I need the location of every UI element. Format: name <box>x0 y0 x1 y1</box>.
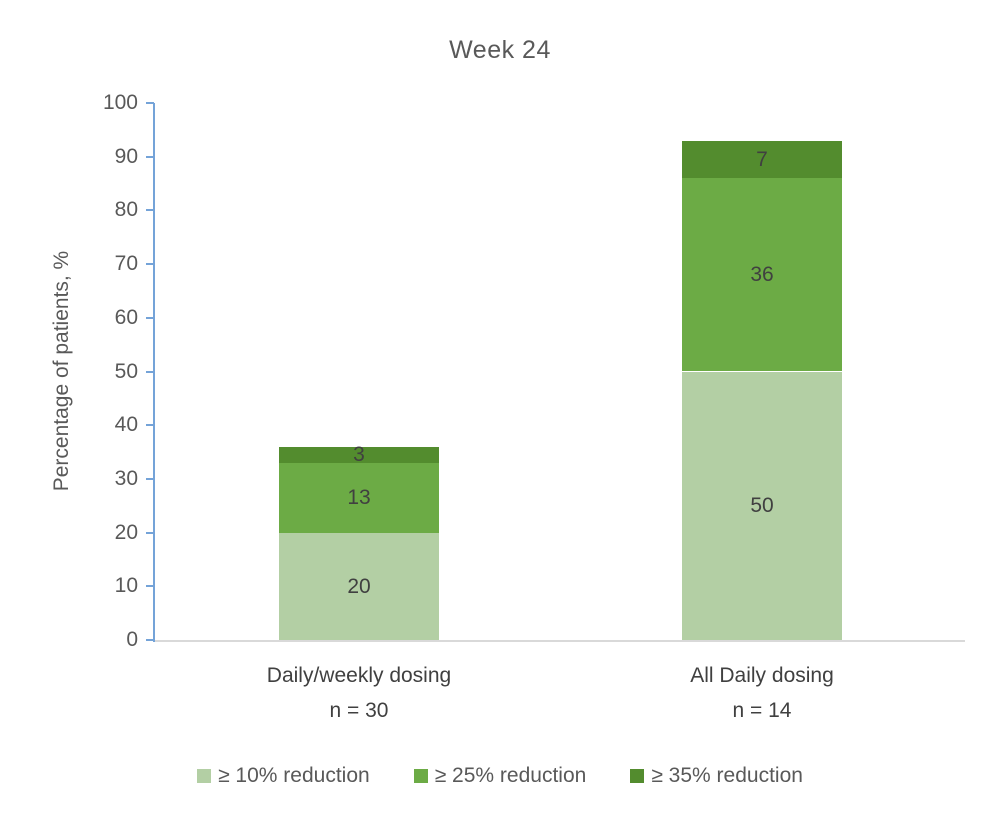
y-tick-mark <box>146 585 154 588</box>
bar-segment: 13 <box>279 462 439 533</box>
bar-segment: 36 <box>682 178 842 372</box>
y-tick-mark <box>146 639 154 641</box>
legend-item: ≥ 35% reduction <box>630 764 803 788</box>
y-tick-mark <box>146 102 154 104</box>
category-label: All Daily dosing <box>690 664 834 687</box>
bar-data-label: 7 <box>756 147 768 171</box>
legend-item: ≥ 25% reduction <box>413 764 587 788</box>
legend: ≥ 10% reduction ≥ 25% reduction ≥ 35% redu… <box>0 764 1000 788</box>
y-tick-label: 0 <box>126 628 138 651</box>
y-tick-label: 90 <box>114 144 138 168</box>
bar-segment: 3 <box>279 443 439 467</box>
bar-data-label: 3 <box>353 443 365 467</box>
y-tick-mark <box>146 531 154 534</box>
legend-label: ≥ 10% reduction <box>218 764 370 787</box>
bar-data-label: 36 <box>750 263 774 287</box>
y-tick-label: 100 <box>102 91 138 114</box>
bar-data-label: 50 <box>750 494 774 518</box>
y-tick-mark <box>146 316 154 319</box>
bar-data-label: 13 <box>347 486 371 510</box>
legend-swatch-icon <box>197 769 212 783</box>
legend-item: ≥ 10% reduction <box>197 764 370 788</box>
y-tick-mark <box>146 155 154 158</box>
category-sublabel: n = 14 <box>732 699 792 722</box>
category-sublabel: n = 30 <box>329 699 389 722</box>
y-tick-label: 50 <box>114 359 138 383</box>
y-tick-mark <box>146 209 154 212</box>
y-tick-mark <box>146 263 154 266</box>
y-tick-label: 10 <box>114 574 138 598</box>
legend-swatch-icon <box>630 769 645 783</box>
y-tick-label: 30 <box>114 466 138 490</box>
y-tick-label: 40 <box>114 413 138 437</box>
category-label: Daily/weekly dosing <box>266 664 452 687</box>
bar-segment: 50 <box>682 371 842 640</box>
legend-label: ≥ 25% reduction <box>434 764 587 787</box>
y-tick-label: 70 <box>114 252 138 276</box>
legend-label: ≥ 35% reduction <box>651 764 803 787</box>
bar-data-label: 20 <box>347 574 371 598</box>
y-tick-mark <box>146 370 154 373</box>
chart-title: Week 24 <box>449 36 551 64</box>
x-axis-baseline <box>155 640 965 642</box>
y-tick-mark <box>146 424 154 427</box>
bar-segment: 7 <box>682 140 842 179</box>
y-axis-line <box>153 103 155 642</box>
bar-segment: 20 <box>279 532 439 640</box>
y-tick-mark <box>146 477 154 480</box>
y-tick-label: 20 <box>114 520 138 544</box>
legend-swatch-icon <box>413 769 428 783</box>
y-tick-label: 60 <box>114 305 138 329</box>
y-tick-label: 80 <box>114 198 138 222</box>
